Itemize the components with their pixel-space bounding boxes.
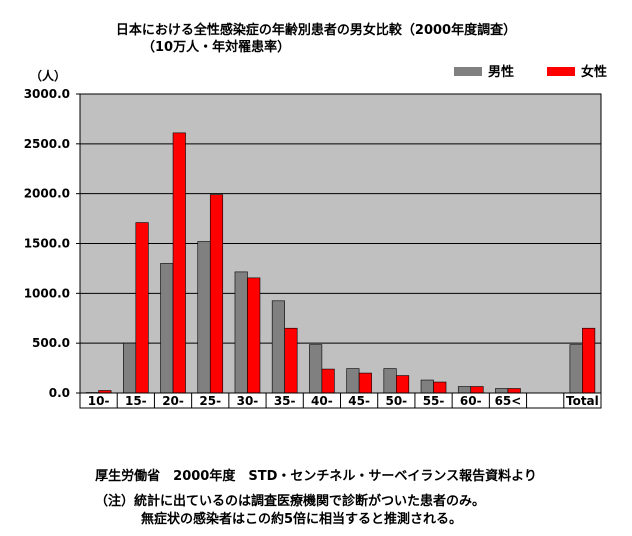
x-tick-label: 55-: [423, 394, 445, 408]
bar-male: [383, 368, 397, 394]
bar-male: [457, 386, 472, 394]
bar-female: [582, 327, 596, 394]
source-text: 厚生労働省 2000年度 STD・センチネル・サーベイランス報告資料より: [95, 469, 537, 484]
bar-male: [160, 263, 174, 394]
chart-subtitle: （10万人・年対罹患率）: [142, 40, 291, 55]
x-tick-label: 65<: [495, 394, 522, 408]
bar-female: [321, 368, 335, 394]
x-tick-label: Total: [566, 394, 599, 408]
note-line-1: （注）統計に出ているのは調査医療機関で診断がついた患者のみ。: [95, 494, 486, 509]
y-tick-label: 2500.0: [24, 137, 70, 151]
bar-male: [569, 344, 583, 394]
note-line-2: 無症状の感染者はこの約5倍に相当すると推測される。: [141, 512, 463, 527]
x-tick-label: 45-: [348, 394, 370, 408]
bar-male: [197, 241, 211, 394]
legend-label-female: 女性: [581, 64, 607, 80]
y-tick-label: 3000.0: [24, 87, 70, 101]
x-tick-label: 10-: [88, 394, 110, 408]
bar-female: [433, 381, 447, 394]
x-tick-label: 15-: [125, 394, 147, 408]
bar-male: [495, 388, 509, 394]
bar-female: [284, 327, 298, 394]
x-tick-label: 50-: [385, 394, 407, 408]
legend-label-male: 男性: [488, 64, 514, 80]
y-tick-label: 500.0: [32, 336, 70, 350]
bar-female: [358, 372, 372, 394]
x-tick-label: 20-: [162, 394, 184, 408]
legend-swatch-female: [547, 67, 575, 76]
bar-male: [420, 379, 434, 394]
bar-female: [507, 388, 521, 394]
bar-female: [470, 386, 484, 394]
x-tick-label: 60-: [460, 394, 482, 408]
bar-female: [135, 222, 149, 394]
y-tick-label: 2000.0: [24, 187, 70, 201]
x-tick-label: 25-: [199, 394, 221, 408]
bar-male: [346, 368, 360, 394]
bar-female: [396, 375, 410, 394]
chart-title: 日本における全性感染症の年齢別患者の男女比較（2000年度調査）: [115, 23, 517, 38]
bar-chart: 0.0 500.0 1000.0 1500.0 2000.0 2500.0 3000.0 （人…: [24, 64, 607, 409]
y-tick-label: 0.0: [49, 386, 70, 400]
y-axis-label: （人）: [30, 68, 66, 83]
y-tick-label: 1000.0: [24, 286, 70, 300]
bar-female: [172, 132, 186, 394]
legend-swatch-male: [454, 67, 482, 76]
y-tick-label: 1500.0: [24, 237, 70, 251]
x-tick-label: 30-: [237, 394, 259, 408]
bar-male: [123, 342, 137, 394]
bar-male: [271, 300, 285, 394]
bar-male: [234, 271, 248, 394]
bar-male: [309, 344, 323, 394]
x-tick-label: 40-: [311, 394, 333, 408]
bar-female: [209, 194, 224, 394]
x-tick-label: 35-: [274, 394, 296, 408]
bar-female: [247, 277, 261, 394]
